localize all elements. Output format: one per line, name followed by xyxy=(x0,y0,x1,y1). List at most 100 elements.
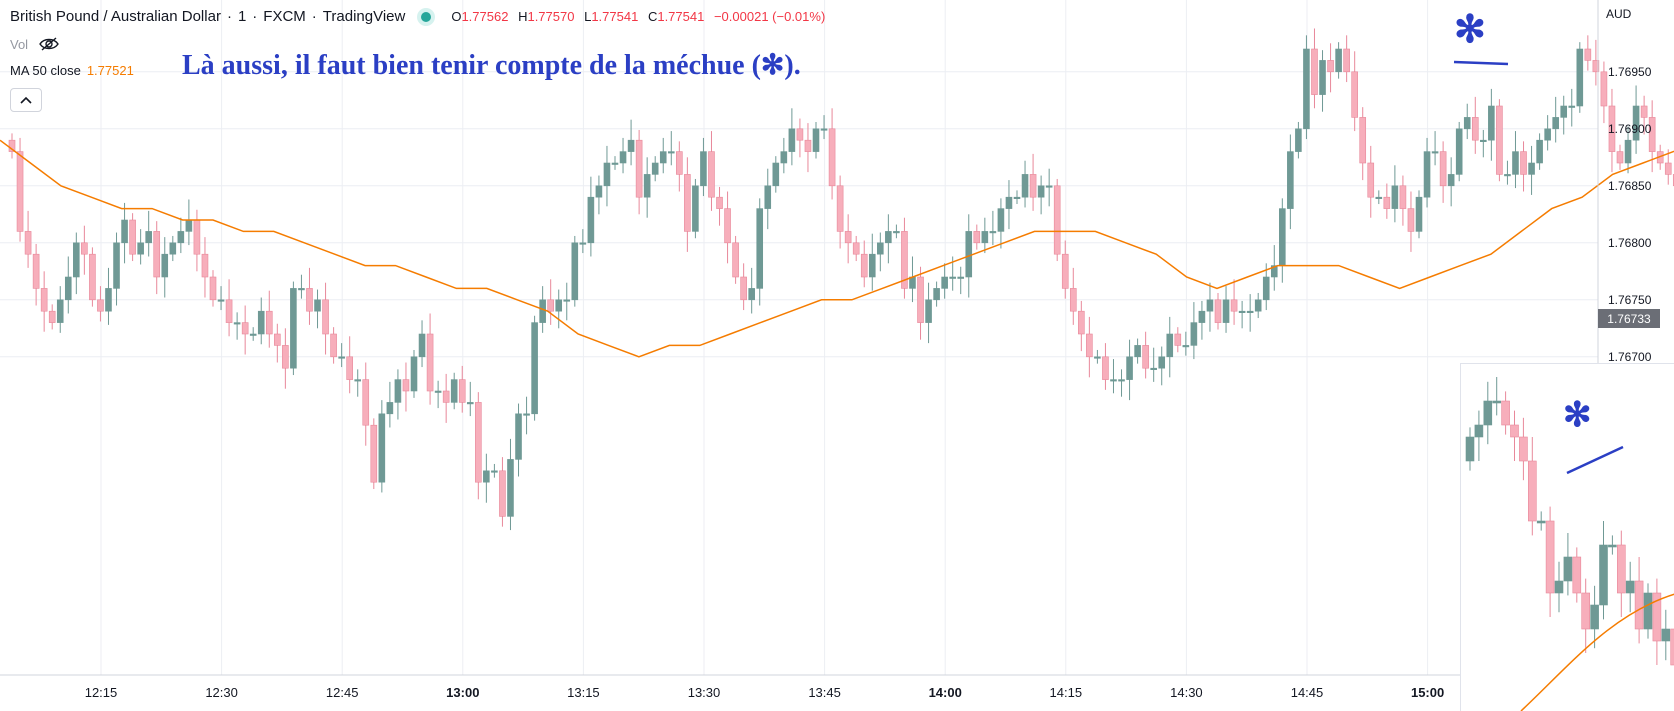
candle-body xyxy=(997,208,1005,232)
candle xyxy=(105,267,112,325)
candle xyxy=(402,362,410,412)
candle-body xyxy=(1512,151,1519,175)
candle-body xyxy=(1134,345,1141,358)
candle xyxy=(684,157,691,252)
candle xyxy=(1319,50,1326,112)
inset-candle-body xyxy=(1625,580,1635,594)
candle xyxy=(603,145,611,207)
candle-body xyxy=(724,208,731,244)
candle-body xyxy=(40,288,48,312)
inset-candle xyxy=(1554,561,1564,613)
candle xyxy=(611,156,619,170)
ma-label: MA 50 close xyxy=(10,63,81,78)
candle-body xyxy=(466,402,474,405)
candle-body xyxy=(24,231,32,255)
candle xyxy=(877,232,884,272)
candle-body xyxy=(418,333,426,358)
candle xyxy=(410,349,418,398)
candle xyxy=(1053,178,1061,262)
inset-candle xyxy=(1492,377,1502,416)
close-value: 1.77541 xyxy=(657,9,705,24)
candle xyxy=(1158,346,1166,386)
candle-body xyxy=(1552,117,1559,130)
candle xyxy=(1102,343,1109,390)
candle xyxy=(32,243,40,306)
interval-label[interactable]: 1 xyxy=(237,8,247,25)
candle-body xyxy=(957,276,965,279)
candle-body xyxy=(1568,105,1576,108)
candle xyxy=(1295,121,1302,159)
open-label: O xyxy=(451,9,462,24)
candle xyxy=(233,312,241,340)
candle xyxy=(1592,39,1600,86)
candle-body xyxy=(378,413,386,483)
candle xyxy=(209,270,217,307)
asterisk-top: ✻ xyxy=(1454,6,1486,51)
candle xyxy=(563,282,571,321)
candle xyxy=(764,168,772,230)
candle-body xyxy=(81,242,88,255)
symbol-title[interactable]: British Pound / Australian Dollar xyxy=(10,8,221,25)
candle xyxy=(1552,96,1559,143)
candle xyxy=(1463,103,1471,140)
time-tick-label: 15:00 xyxy=(1411,685,1444,700)
candle-body xyxy=(1142,345,1149,369)
candle-body xyxy=(137,242,144,255)
candle xyxy=(1608,88,1616,173)
candle xyxy=(193,209,201,272)
candle-body xyxy=(772,162,780,187)
candle xyxy=(1367,145,1375,218)
candle xyxy=(579,229,587,254)
candle xyxy=(265,290,273,348)
candle xyxy=(772,156,780,193)
ma-indicator-legend[interactable]: MA 50 close 1.77521 xyxy=(10,63,134,78)
candle xyxy=(692,178,699,239)
candle-body xyxy=(410,356,418,392)
inset-candle xyxy=(1617,530,1626,617)
candle-body xyxy=(1488,105,1495,141)
candle xyxy=(1560,95,1568,135)
candle xyxy=(491,463,498,478)
candle xyxy=(587,176,595,257)
candle xyxy=(298,274,305,299)
candle xyxy=(676,141,683,192)
candle-body xyxy=(177,231,185,244)
candle xyxy=(1439,141,1447,203)
candle-body xyxy=(1246,310,1254,314)
price-tick-label: 1.76950 xyxy=(1608,65,1652,79)
candle-body xyxy=(1592,60,1600,73)
candle-body xyxy=(1560,105,1568,118)
candle-body xyxy=(877,242,884,255)
candle-body xyxy=(298,288,305,291)
candle-body xyxy=(1222,299,1230,323)
candle xyxy=(97,286,104,322)
candle xyxy=(756,198,764,306)
volume-indicator[interactable]: Vol xyxy=(10,36,60,52)
eye-off-icon[interactable] xyxy=(38,36,60,52)
candle xyxy=(1270,245,1278,291)
candle xyxy=(1375,190,1383,205)
candle xyxy=(893,224,900,239)
candle xyxy=(909,256,916,303)
inset-candle-body xyxy=(1492,400,1502,404)
candle-body xyxy=(185,219,193,232)
current-price-label: 1.76733 xyxy=(1598,309,1660,328)
candle xyxy=(885,214,892,264)
candle-body xyxy=(547,299,554,312)
time-tick-label: 14:30 xyxy=(1170,685,1203,700)
candle xyxy=(466,381,474,417)
candle-body xyxy=(322,299,329,335)
candle xyxy=(1544,115,1551,151)
inset-candle xyxy=(1590,585,1599,649)
time-axis[interactable]: 12:15 12:30 12:45 13:00 13:15 13:30 13:45 14:00… xyxy=(0,674,1598,700)
candle-body xyxy=(917,276,924,323)
candle xyxy=(185,199,193,246)
collapse-legend-button[interactable] xyxy=(10,88,42,112)
time-tick-label: 14:15 xyxy=(1050,685,1083,700)
inset-candle-body xyxy=(1599,544,1608,606)
candle-body xyxy=(820,128,828,131)
candle-body xyxy=(860,253,868,278)
candle xyxy=(137,229,144,265)
inset-candle-body xyxy=(1510,424,1519,438)
